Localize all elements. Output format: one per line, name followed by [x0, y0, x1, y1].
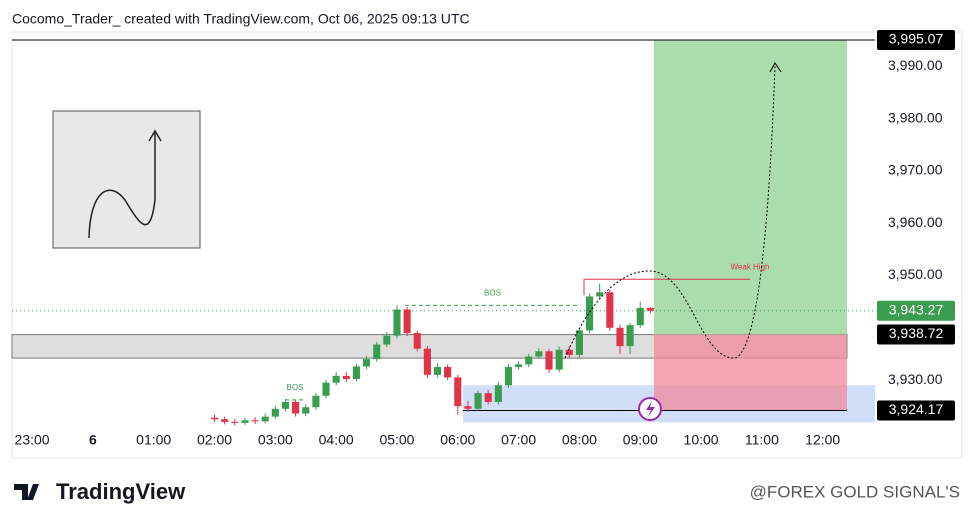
candle-body [271, 408, 279, 417]
x-tick-label: 08:00 [562, 432, 597, 448]
candle-body [423, 348, 431, 375]
candle-body [231, 421, 239, 423]
price-tag [877, 324, 955, 345]
x-tick-label: 10:00 [684, 432, 719, 448]
candle-body [210, 417, 219, 420]
y-tick-label: 3,930.00 [888, 371, 943, 387]
price-tag-label: 3,924.17 [889, 401, 944, 417]
candle-body [515, 364, 523, 367]
price-tag-label: 3,943.27 [889, 301, 944, 317]
x-tick-label: 12:00 [805, 432, 840, 448]
alert-bolt [646, 401, 655, 417]
candle-body [281, 402, 290, 409]
candle-body [484, 393, 492, 403]
target-zone [654, 40, 847, 335]
x-tick-label: 02:00 [197, 432, 232, 448]
candle-body [352, 366, 360, 380]
x-tick-label: 23:00 [15, 432, 50, 448]
projection-arrow [769, 62, 782, 73]
candle-body [302, 407, 310, 414]
y-tick-label: 3,970.00 [888, 162, 943, 178]
candle-body [606, 292, 614, 328]
candle-body [636, 307, 644, 326]
x-tick-label: 01:00 [136, 432, 171, 448]
price-tag [877, 300, 955, 321]
candle-body [413, 333, 421, 349]
candle-body [494, 385, 502, 403]
price-tag-label: 3,995.07 [889, 31, 944, 47]
candle-body [565, 349, 573, 355]
y-tick-label: 3,980.00 [888, 109, 943, 125]
x-tick-label: 05:00 [379, 432, 414, 448]
candle-body [332, 375, 340, 383]
candle-body [403, 309, 411, 334]
candle-body [525, 356, 533, 365]
candle-body [596, 292, 604, 297]
candle-body [616, 327, 624, 347]
candle-body [626, 325, 634, 347]
candle-body [322, 382, 330, 396]
x-tick-label: 03:00 [258, 432, 293, 448]
x-tick-label: 6 [89, 432, 97, 448]
weak-high-label: Weak High [731, 262, 770, 271]
chart-frame [11, 31, 963, 459]
candle-body [444, 366, 452, 378]
candle-body [393, 309, 401, 336]
candle-body [646, 307, 654, 311]
candle-body [555, 349, 563, 370]
candle-body [383, 335, 391, 345]
candle-body [545, 351, 553, 370]
candle-body [261, 416, 269, 422]
y-tick-label: 3,990.00 [888, 57, 943, 73]
x-tick-label: 07:00 [501, 432, 536, 448]
candle-body [433, 366, 442, 375]
x-tick-label: 06:00 [440, 432, 475, 448]
candle-body [474, 393, 482, 409]
candle-body [241, 420, 249, 423]
candle-body [464, 406, 472, 409]
price-tag [877, 30, 955, 50]
candle-body [312, 395, 320, 408]
y-tick-label: 3,950.00 [888, 266, 943, 282]
logo: TradingView [14, 479, 186, 504]
candle-body [586, 296, 594, 331]
weak-high-line [583, 278, 750, 296]
supply-zone [12, 334, 847, 359]
price-tag [877, 400, 955, 421]
price-tag-label: 3,938.72 [889, 325, 944, 341]
projection [564, 65, 776, 359]
x-tick-label: 09:00 [623, 432, 658, 448]
candle-body [575, 330, 583, 355]
stop-zone [654, 334, 847, 411]
x-tick-label: 04:00 [319, 432, 354, 448]
candle-body [342, 375, 350, 380]
candle-body [221, 419, 229, 422]
attribution: Cocomo_Trader_ created with TradingView.… [12, 11, 470, 27]
y-tick-label: 3,960.00 [888, 214, 943, 230]
logo-text: TradingView [56, 479, 186, 504]
candle-body [363, 359, 371, 367]
candle-body [504, 366, 513, 386]
x-tick-label: 11:00 [745, 432, 779, 448]
bos-label: BOS [287, 383, 304, 392]
candle-body [454, 377, 462, 407]
candle-body [373, 344, 381, 360]
candle-body [535, 351, 543, 357]
candle-body [292, 402, 300, 414]
candle-body [251, 420, 259, 422]
bos-label: BOS [484, 288, 501, 297]
watermark: @FOREX GOLD SIGNAL'S [750, 482, 960, 501]
sketch [52, 110, 201, 249]
